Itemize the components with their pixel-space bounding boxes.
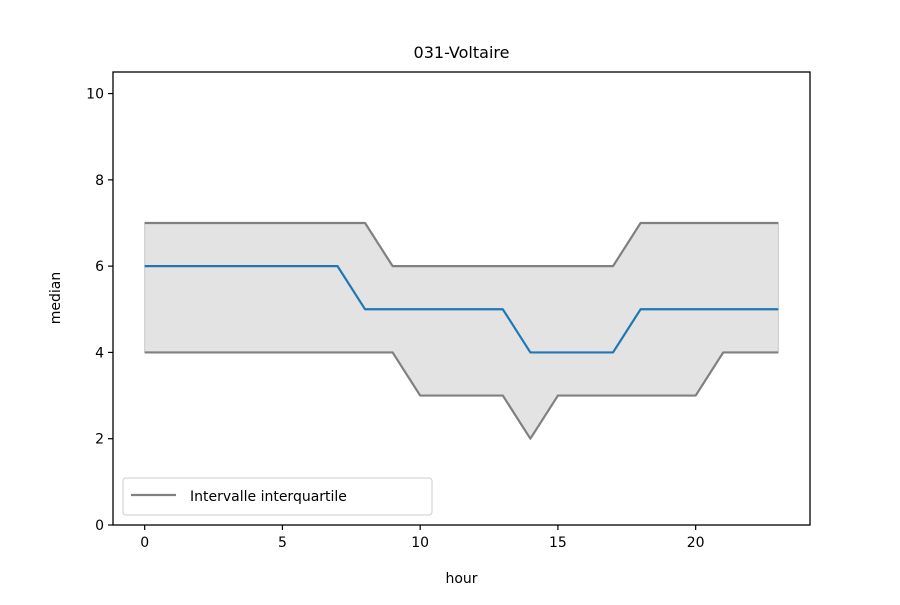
axes-frame [112, 71, 811, 526]
x-tick-label: 20 [687, 535, 705, 551]
y-tick-label: 0 [95, 518, 104, 534]
y-tick-label: 6 [95, 259, 104, 275]
y-tick-label: 8 [95, 173, 104, 189]
x-axis-label: hour [445, 571, 477, 587]
plot-area [144, 221, 779, 440]
legend-box [122, 477, 433, 516]
median-line [144, 265, 779, 354]
axes: 0 5 10 15 20 0 2 4 6 8 10 [86, 71, 811, 551]
x-tick-label: 0 [140, 535, 149, 551]
y-tick-label: 2 [95, 432, 104, 448]
y-tick-label: 4 [95, 345, 104, 361]
q3-line [144, 221, 779, 268]
x-tick-label: 5 [278, 535, 287, 551]
y-tick-label: 10 [86, 87, 104, 103]
legend: Intervalle interquartile [122, 477, 433, 516]
q1-line [144, 351, 779, 440]
y-axis-label: median [48, 272, 64, 324]
x-tick-label: 10 [411, 535, 429, 551]
x-tick-label: 15 [549, 535, 567, 551]
legend-label-iqr: Intervalle interquartile [190, 489, 347, 505]
chart-title: 031-Voltaire [414, 43, 510, 62]
